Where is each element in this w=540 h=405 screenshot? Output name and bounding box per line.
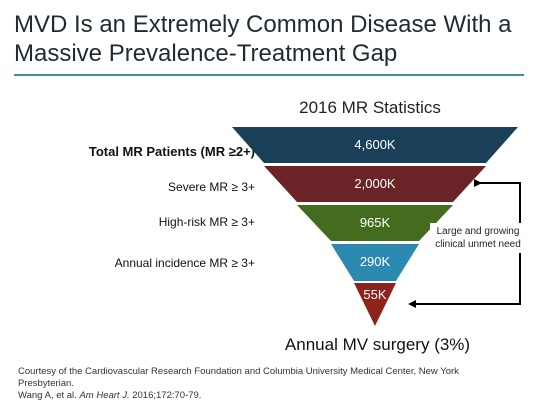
credit-citation: 2016;172:70-79. (132, 390, 202, 401)
funnel-value-4: 290K (360, 254, 391, 269)
title-line-2: Massive Prevalence-Treatment Gap (14, 40, 398, 67)
funnel-segment-5 (354, 283, 396, 326)
source-credit: Courtesy of the Cardiovascular Research … (18, 366, 488, 402)
funnel-segment-1 (232, 127, 518, 163)
funnel-segment-4 (331, 244, 419, 281)
level-label-annual-incidence: Annual incidence MR ≥ 3+ (114, 256, 255, 270)
note-background (430, 223, 530, 253)
title-line-1: MVD Is an Extremely Common Disease With … (14, 11, 512, 38)
credit-authors: Wang A, et al. (18, 390, 77, 401)
slide-title: MVD Is an Extremely Common Disease With … (14, 10, 529, 68)
funnel-value-2: 2,000K (354, 176, 396, 191)
level-label-severe: Severe MR ≥ 3+ (168, 180, 255, 194)
funnel-bottom-label: Annual MV surgery (3%) (284, 335, 471, 354)
funnel-value-5: 55K (363, 287, 386, 302)
funnel-value-3: 965K (360, 215, 391, 230)
credit-line-1: Courtesy of the Cardiovascular Research … (18, 366, 459, 389)
unmet-need-note: Large and growing clinical unmet need (435, 226, 521, 250)
level-label-high-risk: High-risk MR ≥ 3+ (158, 215, 255, 229)
credit-line-2: Wang A, et al. Am Heart J. 2016;172:70-7… (18, 390, 488, 402)
funnel-subtitle: 2016 MR Statistics (299, 98, 441, 117)
title-divider (14, 74, 524, 76)
funnel-value-1: 4,600K (354, 137, 396, 152)
level-label-total: Total MR Patients (MR ≥2+) (88, 144, 255, 159)
credit-journal: Am Heart J. (79, 390, 130, 401)
